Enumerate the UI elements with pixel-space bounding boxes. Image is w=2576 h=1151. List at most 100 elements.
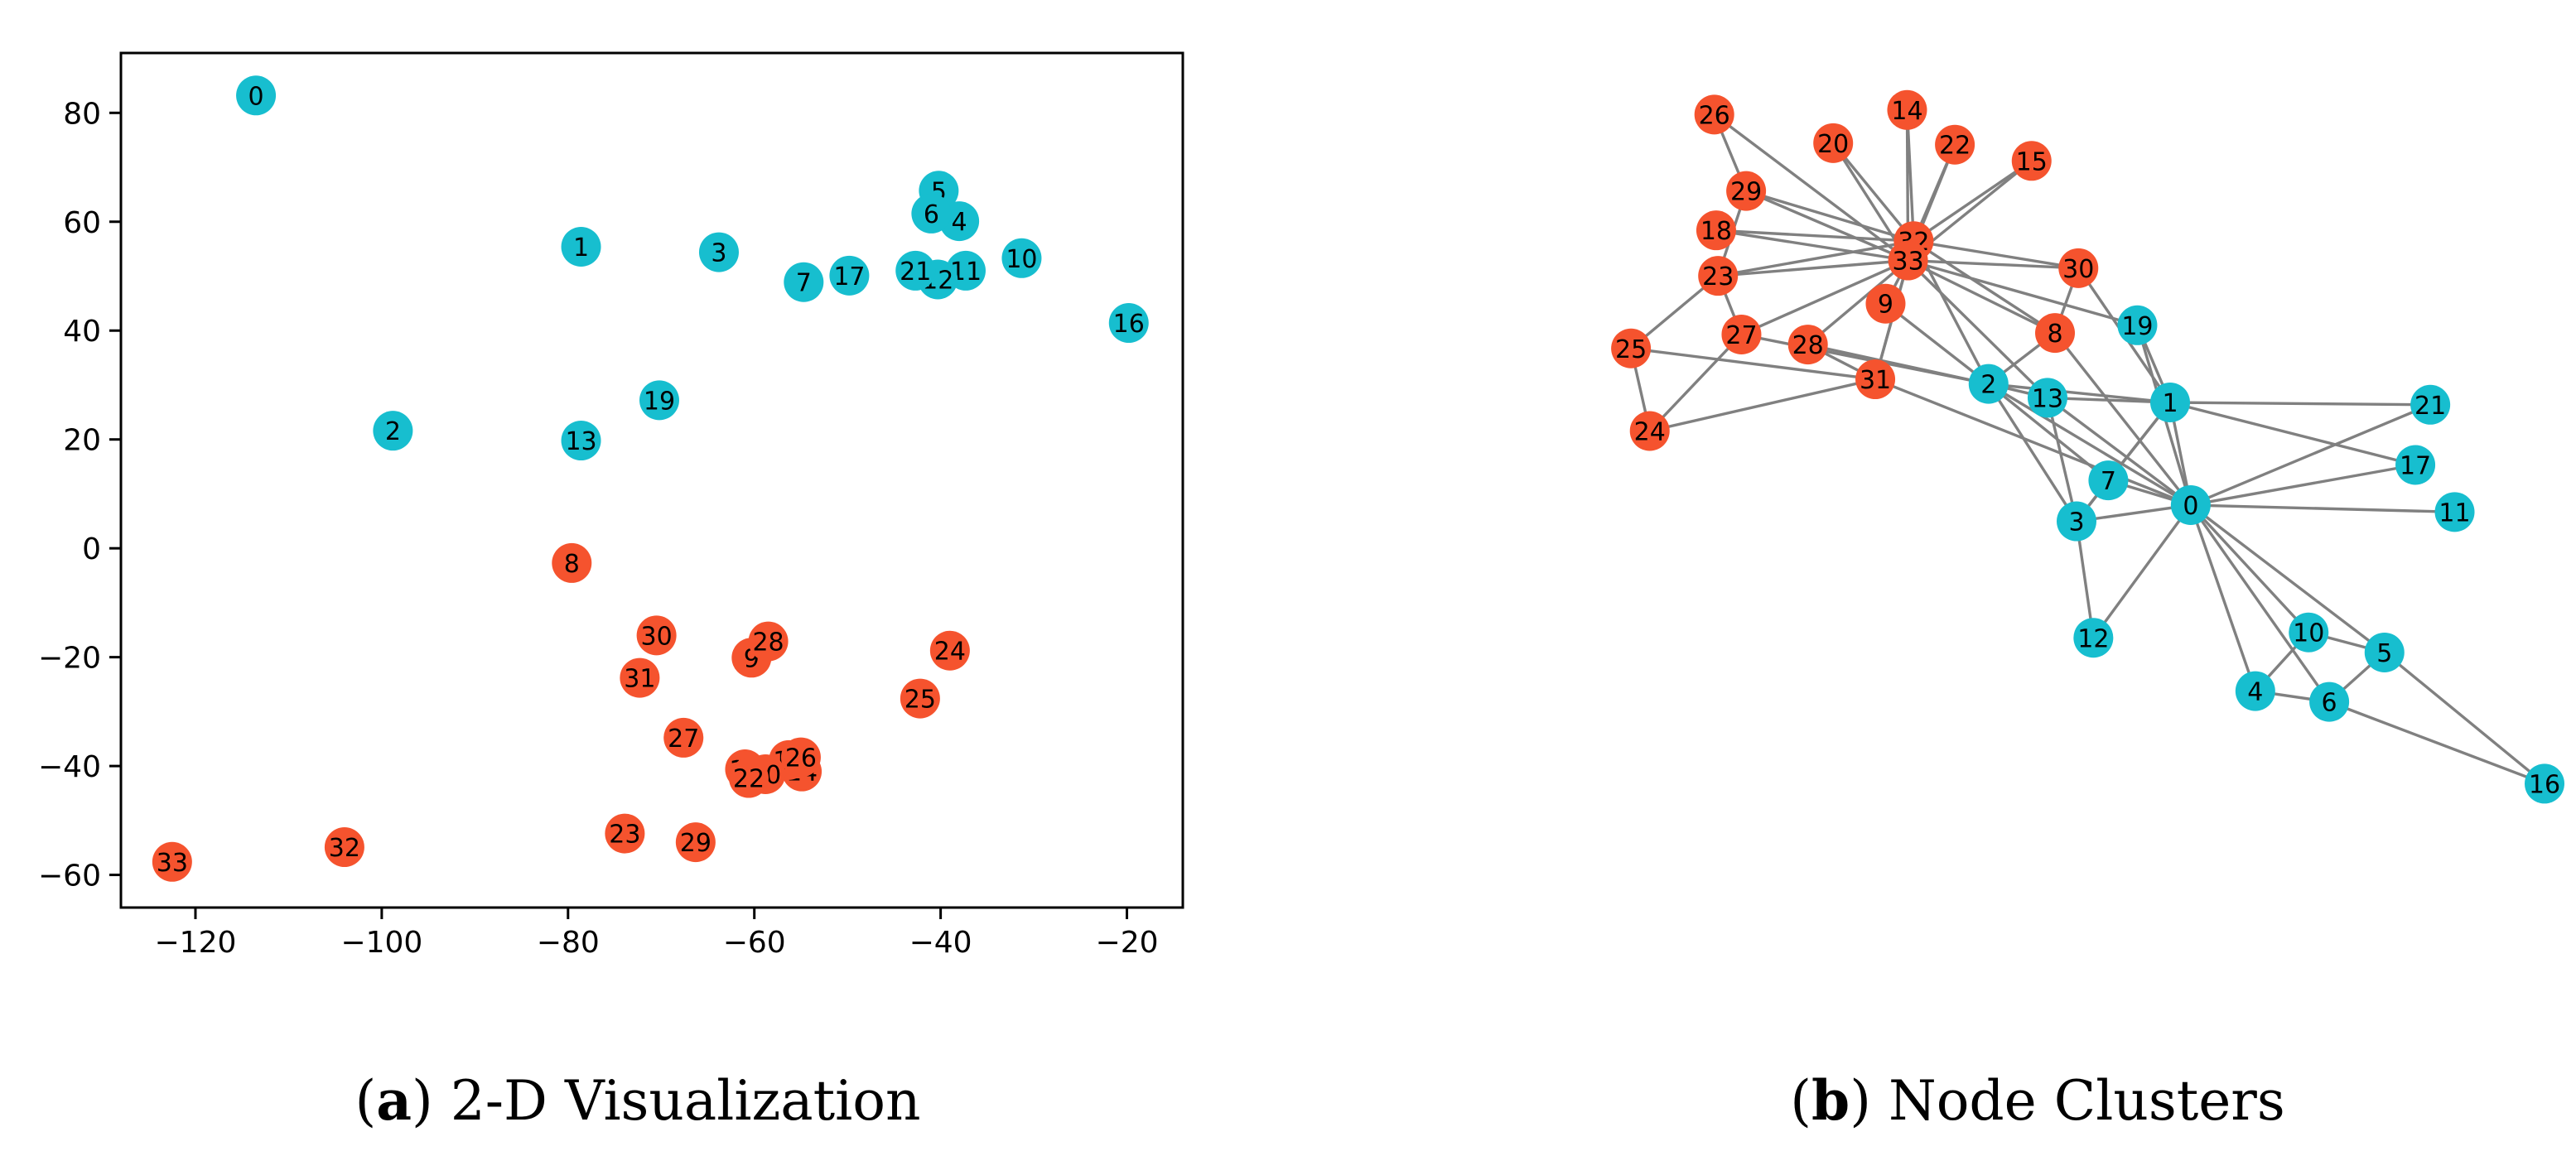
network-node-marker [1629,411,1670,451]
edge-18-33 [1715,229,1908,262]
edge-8-32 [1913,239,2056,335]
scatter-marker [895,250,936,291]
edge-23-33 [1718,258,1908,277]
scatter-point-label: 25 [904,686,936,715]
scatter-point-22: 22 [728,758,769,798]
network-node-label: 8 [2047,320,2062,349]
network-node-label: 12 [2077,624,2109,653]
x-tick-label: −40 [909,926,972,960]
network-node-label: 24 [1634,417,1666,446]
network-node-label: 19 [2121,312,2153,341]
edge-20-32 [1831,142,1915,243]
edge-25-31 [1630,347,1876,381]
edge-0-31 [1874,378,2192,507]
scatter-points: 0123456710111213161719218914151820222324… [152,75,1149,882]
network-node-marker [2410,384,2451,425]
scatter-point-label: 33 [157,849,188,878]
edge-0-11 [2190,503,2455,514]
network-node-marker [1813,123,1854,163]
network-node-label: 1 [2162,389,2178,418]
x-tick-label: −80 [537,926,600,960]
edge-1-13 [2047,396,2171,404]
network-node-marker [1694,94,1734,135]
network-node-15: 15 [2011,141,2052,181]
scatter-point-6: 6 [911,193,952,234]
scatter-point-24: 24 [929,630,970,671]
scatter-point-label: 7 [796,269,812,298]
caption-b-tag: b [1811,1068,1850,1133]
scatter-marker [780,737,821,778]
scatter-marker [324,827,364,868]
y-tick-label: 0 [82,532,101,566]
network-node-16: 16 [2525,763,2564,804]
scatter-point-31: 31 [620,657,660,698]
scatter-point-1: 1 [561,227,601,267]
scatter-marker [911,193,952,234]
scatter-point-13: 13 [561,421,601,461]
edge-24-31 [1649,378,1876,433]
network-node-marker [1855,359,1896,400]
network-node-marker [1935,124,1975,165]
scatter-point-label: 29 [680,829,712,858]
y-tick-label: 40 [63,315,101,349]
scatter-marker [236,75,277,116]
edge-28-33 [1807,259,1909,346]
edge-23-32 [1717,239,1914,277]
scatter-point-label: 0 [248,82,264,111]
edge-1-2 [1988,382,2171,404]
scatter-marker [929,630,970,671]
caption-a-tag: a [376,1068,412,1133]
edge-0-2 [1987,383,2192,507]
scatter-point-label: 30 [641,622,673,651]
y-tick-label: −20 [38,642,101,676]
scatter-point-label: 22 [733,765,765,794]
scatter-point-label: 26 [785,744,817,773]
edge-26-33 [1713,113,1909,262]
network-node-label: 4 [2247,678,2263,707]
edge-0-4 [2189,504,2257,692]
edge-1-17 [2169,401,2416,467]
network-node-label: 23 [1702,262,1734,291]
network-node-7: 7 [2088,460,2129,501]
network-node-label: 26 [1699,101,1730,130]
network-node-label: 25 [1615,335,1647,364]
edge-30-32 [1913,239,2079,270]
scatter-point-28: 28 [748,621,789,662]
y-tick-label: 80 [63,97,101,131]
scatter-point-3: 3 [698,232,739,272]
scatter-point-label: 28 [752,628,784,657]
network-node-marker [1968,364,2009,404]
network-node-17: 17 [2395,445,2436,485]
network-node-marker [1787,325,1828,365]
edge-0-13 [2046,397,2192,507]
scatter-point-16: 16 [1108,303,1149,344]
caption-a: (a) 2-D Visualization [355,1068,921,1133]
scatter-point-label: 13 [565,427,596,456]
network-node-marker [2364,632,2405,672]
scatter-marker [748,621,789,662]
edge-0-8 [2053,332,2192,507]
scatter-point-label: 10 [1006,245,1037,274]
edge-3-13 [2046,397,2078,522]
network-node-marker [1865,283,1906,324]
caption-b: (b) Node Clusters [1790,1068,2284,1133]
scatter-point-label: 4 [952,208,967,237]
scatter-point-label: 19 [644,387,675,416]
network-node-11: 11 [2434,492,2475,532]
network-node-label: 21 [2414,392,2446,421]
network-node-2: 2 [1968,364,2009,404]
network-node-21: 21 [2410,384,2451,425]
network-node-10: 10 [2289,612,2329,653]
edge-1-21 [2169,401,2431,407]
scatter-point-label: 27 [668,725,699,754]
edge-0-6 [2189,503,2331,703]
y-tick-label: 60 [63,206,101,240]
scatter-point-label: 2 [385,417,401,446]
scatter-ticks: −120 −100 −80 −60 −40 −20 −60 −40 −20 0 20 40 60 80 [38,97,1159,960]
edge-8-33 [1907,258,2056,335]
network-node-label: 28 [1792,331,1824,360]
network-node-label: 22 [1939,132,1971,161]
edge-29-33 [1745,190,1909,262]
scatter-marker [561,421,601,461]
